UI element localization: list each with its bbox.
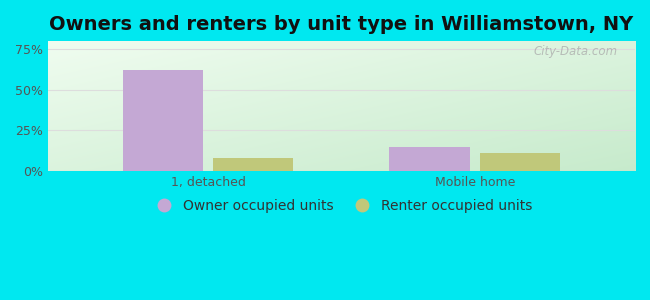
Text: City-Data.com: City-Data.com <box>533 45 618 58</box>
Legend: Owner occupied units, Renter occupied units: Owner occupied units, Renter occupied un… <box>144 194 538 218</box>
Bar <box>213 158 293 171</box>
Bar <box>389 147 469 171</box>
Title: Owners and renters by unit type in Williamstown, NY: Owners and renters by unit type in Willi… <box>49 15 634 34</box>
Bar <box>480 153 560 171</box>
Bar <box>123 70 203 171</box>
